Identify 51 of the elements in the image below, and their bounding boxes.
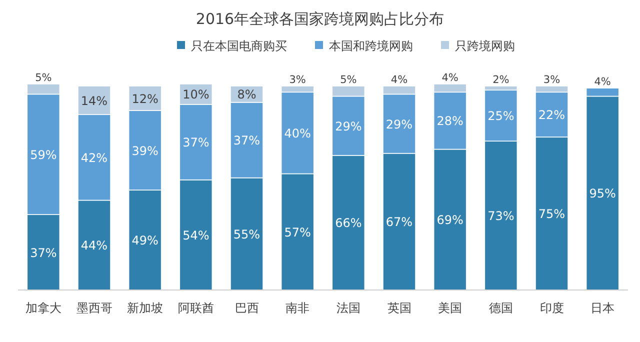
data-label: 4% xyxy=(594,76,611,88)
data-label: 10% xyxy=(182,88,210,102)
data-label: 28% xyxy=(436,114,464,128)
data-label: 40% xyxy=(284,126,311,140)
data-label: 37% xyxy=(182,136,210,150)
data-label: 4% xyxy=(442,72,458,84)
x-tick-label: 阿联酋 xyxy=(178,301,214,315)
data-label: 12% xyxy=(132,92,158,106)
x-tick-label: 美国 xyxy=(438,301,462,315)
data-label: 29% xyxy=(335,119,362,134)
data-label: 75% xyxy=(538,207,566,222)
data-label: 57% xyxy=(284,225,311,240)
data-label: 5% xyxy=(340,74,357,86)
x-tick-label: 印度 xyxy=(540,301,564,315)
data-label: 3% xyxy=(543,74,560,86)
data-label: 25% xyxy=(488,109,514,124)
legend-label: 只跨境网购 xyxy=(455,39,515,53)
x-tick-label: 法国 xyxy=(336,301,360,315)
data-label: 29% xyxy=(386,117,413,132)
data-label: 54% xyxy=(182,228,210,242)
data-label: 49% xyxy=(132,234,158,248)
data-label: 95% xyxy=(589,186,616,201)
data-label: 14% xyxy=(80,94,108,108)
data-label: 42% xyxy=(80,150,108,165)
data-label: 2% xyxy=(492,74,510,86)
x-tick-label: 巴西 xyxy=(234,301,259,315)
data-label: 37% xyxy=(30,246,57,260)
data-label: 39% xyxy=(132,144,158,158)
legend-label: 只在本国电商购买 xyxy=(191,39,287,53)
x-tick-label: 新加坡 xyxy=(127,301,164,315)
legend-label: 本国和跨境网购 xyxy=(329,39,413,53)
x-tick-label: 墨西哥 xyxy=(76,301,112,315)
chart-title: 2016年全球各国家跨境网购占比分布 xyxy=(196,10,444,28)
data-label: 67% xyxy=(386,215,413,230)
x-tick-label: 加拿大 xyxy=(25,301,62,315)
data-label: 5% xyxy=(35,72,52,84)
data-label: 22% xyxy=(538,108,566,122)
x-tick-label: 英国 xyxy=(387,301,412,315)
data-label: 4% xyxy=(390,74,408,86)
x-tick-label: 日本 xyxy=(590,301,615,315)
data-label: 3% xyxy=(289,74,306,86)
data-label: 73% xyxy=(488,209,514,224)
data-label: 69% xyxy=(436,213,464,228)
x-tick-label: 德国 xyxy=(488,301,513,315)
x-tick-label: 南非 xyxy=(286,301,310,315)
data-label: 59% xyxy=(30,148,57,162)
data-label: 55% xyxy=(233,227,260,242)
data-label: 37% xyxy=(233,134,260,148)
data-label: 8% xyxy=(237,88,256,102)
data-label: 44% xyxy=(80,238,108,253)
data-label: 66% xyxy=(335,216,362,230)
